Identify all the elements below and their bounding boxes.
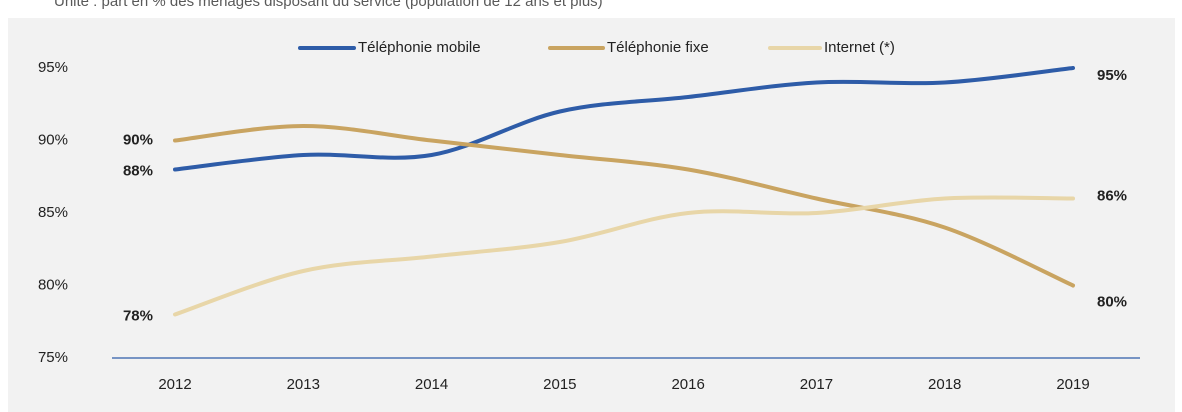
x-tick-label: 2017 [800, 376, 833, 393]
y-tick-label: 95% [38, 59, 68, 76]
series-line [173, 66, 1075, 172]
legend-label: Téléphonie fixe [607, 39, 709, 56]
value-label: 78% [123, 307, 153, 324]
plot-background [8, 18, 1175, 412]
x-tick-label: 2012 [158, 376, 191, 393]
value-label: 80% [1097, 293, 1127, 310]
x-tick-label: 2013 [287, 376, 320, 393]
y-tick-label: 80% [38, 276, 68, 293]
legend-label: Téléphonie mobile [358, 39, 481, 56]
series-line [173, 195, 1075, 317]
value-label: 90% [123, 131, 153, 148]
x-tick-label: 2019 [1056, 376, 1089, 393]
value-label: 95% [1097, 67, 1127, 84]
y-tick-label: 75% [38, 349, 68, 366]
y-tick-label: 85% [38, 204, 68, 221]
y-tick-label: 90% [38, 131, 68, 148]
series-line [173, 123, 1075, 288]
value-label: 86% [1097, 187, 1127, 204]
x-tick-label: 2015 [543, 376, 576, 393]
legend-label: Internet (*) [824, 39, 895, 56]
chart-subtitle: Unité : part en % des ménages disposant … [54, 0, 603, 10]
x-tick-label: 2016 [671, 376, 704, 393]
x-tick-label: 2014 [415, 376, 448, 393]
x-tick-label: 2018 [928, 376, 961, 393]
value-label: 88% [123, 162, 153, 179]
